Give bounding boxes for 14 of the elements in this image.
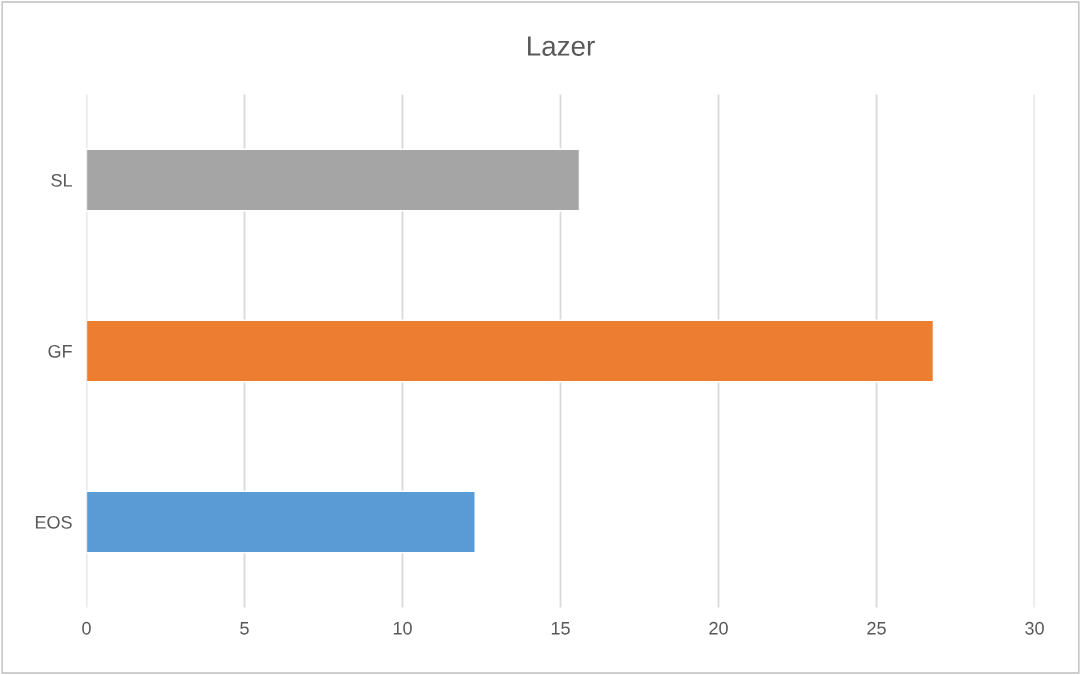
bar bbox=[86, 148, 581, 212]
x-tick-label: 10 bbox=[393, 621, 412, 635]
x-tick-label: 15 bbox=[551, 622, 570, 635]
chart-title: Lazer bbox=[528, 36, 595, 56]
x-tick-label: 25 bbox=[867, 621, 886, 635]
x-tick-label: 5 bbox=[240, 622, 249, 635]
bar bbox=[86, 490, 476, 554]
x-tick-label: 30 bbox=[1025, 621, 1044, 635]
y-tick-label: GF bbox=[48, 344, 72, 358]
y-tick-label: EOS bbox=[35, 515, 72, 529]
bar bbox=[86, 319, 935, 383]
x-tick-label: 20 bbox=[709, 621, 728, 635]
y-tick-label: SL bbox=[51, 173, 72, 187]
x-tick-label: 0 bbox=[82, 621, 91, 635]
